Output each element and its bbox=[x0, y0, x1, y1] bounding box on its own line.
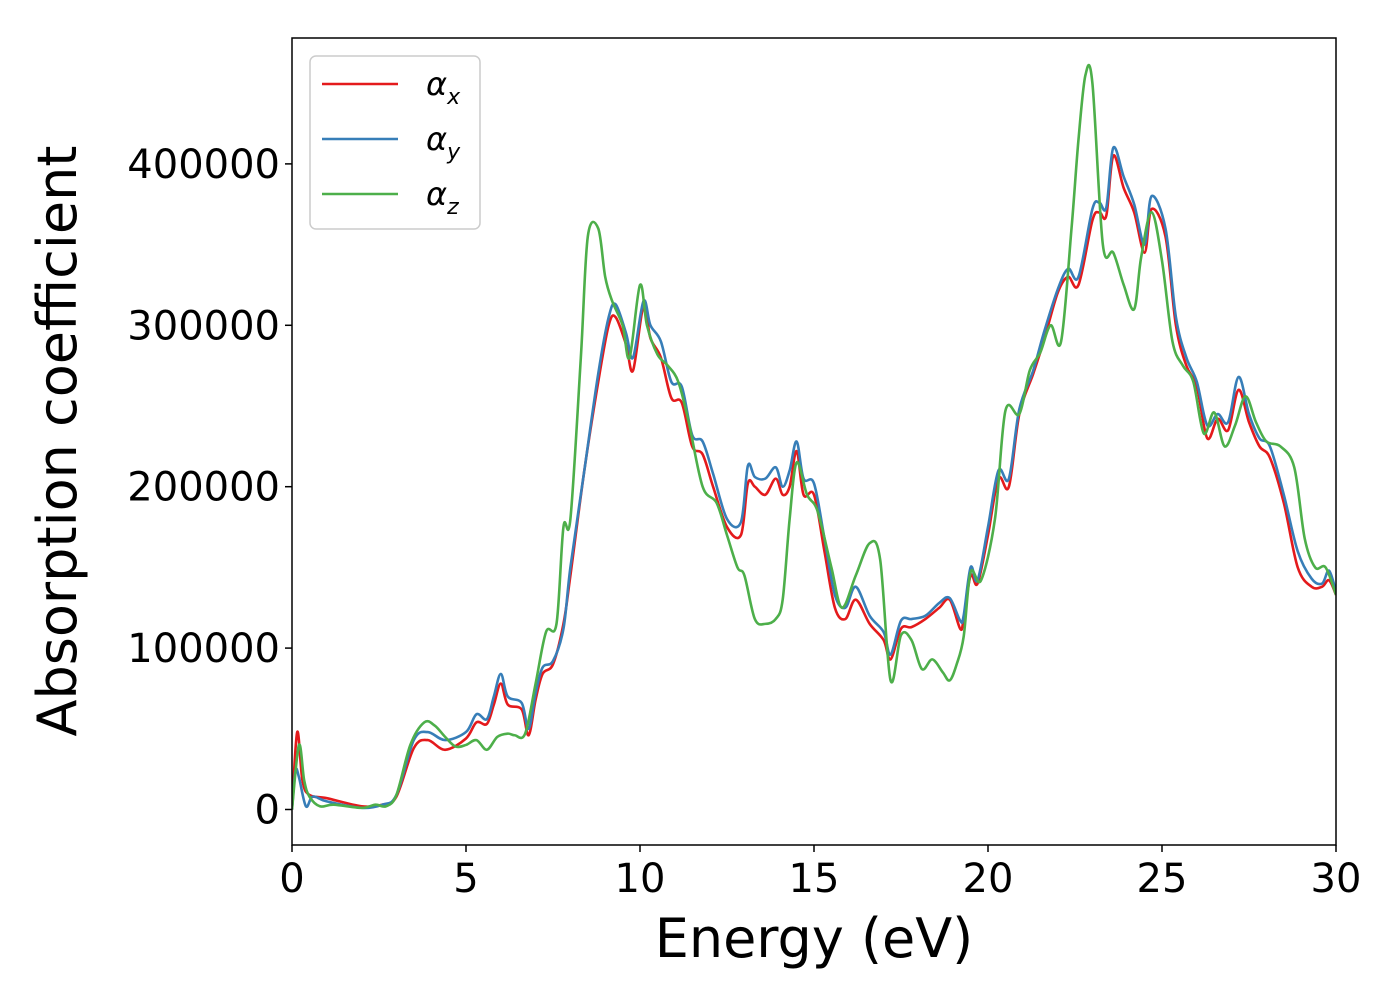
x-tick-label: 30 bbox=[1311, 856, 1362, 902]
series-line-y bbox=[292, 145, 1336, 810]
y-tick-label: 100000 bbox=[127, 626, 280, 672]
x-tick-label: 15 bbox=[789, 856, 840, 902]
x-tick-label: 5 bbox=[453, 856, 478, 902]
x-tick-label: 25 bbox=[1137, 856, 1188, 902]
y-tick-label: 200000 bbox=[127, 465, 280, 511]
legend-label-x: αx bbox=[426, 65, 461, 110]
y-tick-label: 0 bbox=[255, 787, 280, 833]
x-tick-label: 0 bbox=[279, 856, 304, 902]
series-layer bbox=[292, 63, 1336, 810]
x-axis-title: Energy (eV) bbox=[655, 907, 974, 970]
series-line-x bbox=[292, 154, 1336, 810]
legend-frame bbox=[309, 55, 481, 230]
y-tick-label: 400000 bbox=[127, 142, 280, 188]
y-tick-label: 300000 bbox=[127, 303, 280, 349]
x-tick-label: 10 bbox=[615, 856, 666, 902]
y-axis-title: Absorption coefficient bbox=[26, 146, 89, 737]
y-axis-ticks: 0 100000 200000 300000 400000 bbox=[127, 142, 292, 833]
x-axis-ticks: 0 5 10 15 20 25 30 bbox=[279, 845, 1361, 902]
series-line-z bbox=[292, 63, 1336, 810]
x-tick-label: 20 bbox=[963, 856, 1014, 902]
